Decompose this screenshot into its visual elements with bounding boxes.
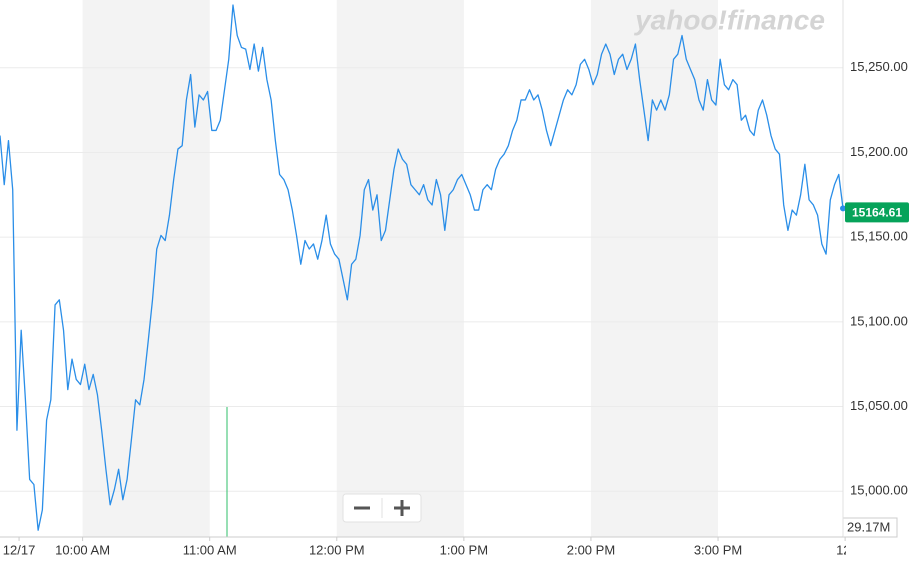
session-band bbox=[590, 0, 719, 537]
x-tick-label: 1:00 PM bbox=[440, 542, 488, 557]
x-tick-label: 12/17 bbox=[3, 542, 36, 557]
brand-logo: yahoo!finance bbox=[633, 4, 825, 35]
session-band bbox=[336, 0, 464, 537]
bands bbox=[82, 0, 719, 537]
volume-label: 29.17M bbox=[847, 519, 890, 534]
x-tick-label: 11:00 AM bbox=[183, 542, 237, 557]
price-tag bbox=[845, 202, 909, 223]
x-tick-label: 10:00 AM bbox=[55, 542, 110, 557]
y-tick-label: 15,150.00 bbox=[850, 229, 908, 244]
y-tick-label: 15,100.00 bbox=[850, 313, 908, 328]
y-tick-label: 15,200.00 bbox=[850, 144, 908, 159]
last-point bbox=[840, 205, 846, 212]
x-tick-label: 3:00 PM bbox=[694, 542, 742, 557]
price-tag-label: 15164.61 bbox=[852, 206, 902, 220]
zoom-controls bbox=[342, 493, 422, 523]
y-tick-label: 15,000.00 bbox=[850, 483, 908, 498]
grid bbox=[0, 67, 846, 541]
x-tick-label: 12/ bbox=[836, 542, 854, 557]
x-tick-label: 2:00 PM bbox=[567, 542, 615, 557]
y-tick-label: 15,050.00 bbox=[850, 398, 908, 413]
price-line bbox=[0, 4, 844, 531]
zoom-in[interactable] bbox=[394, 500, 410, 516]
x-labels: 12/17 10:00 AM 11:00 AM 12:00 PM 1:00 PM 2:00… bbox=[3, 542, 854, 557]
x-tick-label: 12:00 PM bbox=[309, 542, 365, 557]
y-tick-label: 15,250.00 bbox=[850, 59, 908, 74]
